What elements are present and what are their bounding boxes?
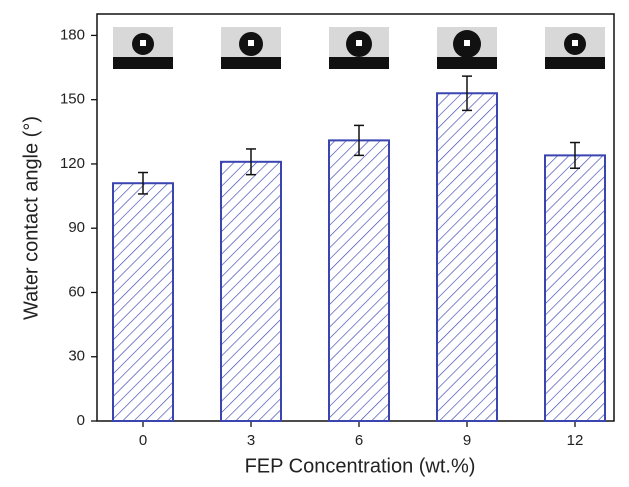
y-tick-label: 180 bbox=[60, 26, 85, 43]
error-bar bbox=[570, 141, 580, 169]
droplet-substrate bbox=[329, 57, 389, 69]
y-tick-label: 150 bbox=[60, 91, 85, 108]
x-tick-label: 3 bbox=[247, 432, 255, 449]
droplet-highlight bbox=[464, 40, 470, 46]
bar bbox=[436, 92, 498, 422]
droplet-substrate bbox=[221, 57, 281, 69]
y-tick-label: 90 bbox=[68, 219, 85, 236]
bar bbox=[220, 160, 282, 422]
y-tick-label: 120 bbox=[60, 155, 85, 172]
y-tick-label: 60 bbox=[68, 283, 85, 300]
bar bbox=[328, 139, 390, 422]
droplet-highlight bbox=[356, 40, 362, 46]
error-bar bbox=[138, 171, 148, 195]
droplet-highlight bbox=[140, 40, 146, 46]
error-bar bbox=[462, 75, 472, 112]
droplet-highlight bbox=[572, 40, 578, 46]
y-tick-label: 0 bbox=[77, 412, 85, 429]
bar bbox=[544, 154, 606, 423]
droplet-highlight bbox=[248, 40, 254, 46]
bar bbox=[112, 182, 174, 422]
droplet-substrate bbox=[437, 57, 497, 69]
error-bar bbox=[246, 148, 256, 176]
droplet-substrate bbox=[113, 57, 173, 69]
x-axis-label: FEP Concentration (wt.%) bbox=[245, 455, 476, 477]
y-axis-label: Water contact angle (°) bbox=[20, 116, 42, 320]
x-tick-label: 6 bbox=[355, 432, 363, 449]
error-bar bbox=[354, 124, 364, 157]
x-tick-label: 12 bbox=[567, 432, 584, 449]
droplet-substrate bbox=[545, 57, 605, 69]
x-tick-label: 9 bbox=[463, 432, 471, 449]
y-tick-label: 30 bbox=[68, 348, 85, 365]
x-tick-label: 0 bbox=[139, 432, 147, 449]
